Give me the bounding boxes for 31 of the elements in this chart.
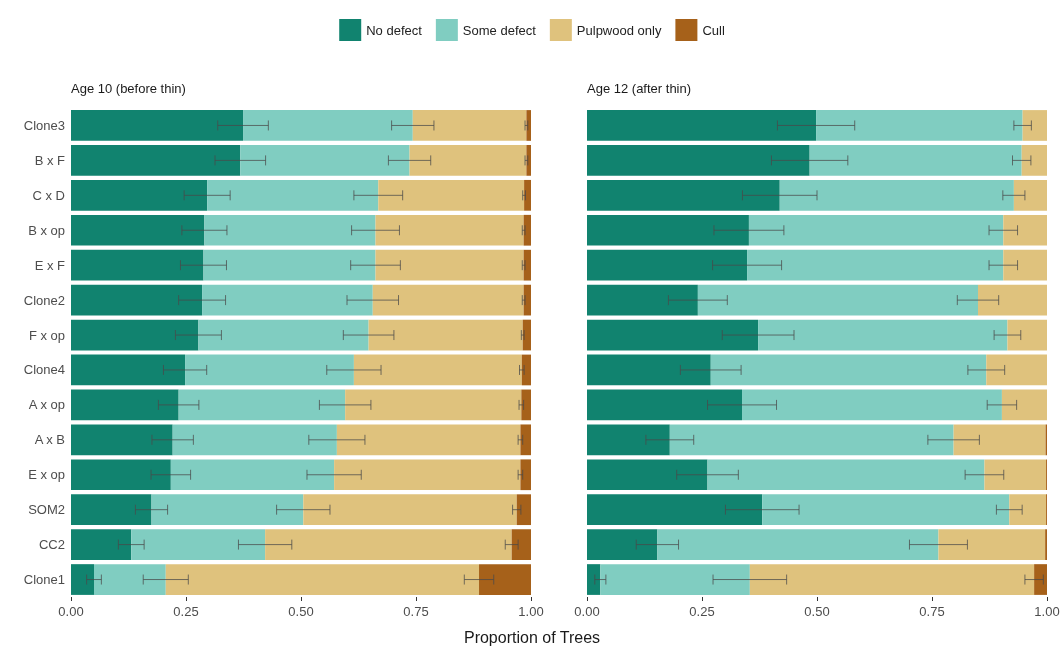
chart-title: Age 12 (after thin) [587, 81, 692, 96]
y-tick-label: Clone4 [23, 362, 65, 378]
x-tick-label: 1.00 [1034, 604, 1060, 619]
legend-label: Pulpwood only [576, 22, 662, 38]
y-tick-label: B x F [34, 152, 66, 168]
x-tick-label: 0.50 [288, 604, 314, 619]
legend-label: No defect [366, 22, 423, 38]
y-tick-label: E x op [28, 467, 65, 483]
y-tick-label: A x B [34, 432, 65, 448]
x-tick-label: 0.00 [574, 604, 600, 619]
y-tick-label: SOM2 [28, 502, 65, 518]
x-axis-title: Proportion of Trees [463, 628, 601, 646]
legend-label: Cull [702, 22, 725, 38]
y-tick-label: B x op [28, 222, 65, 238]
y-tick-label: CC2 [38, 537, 65, 553]
legend-label: Some defect [462, 22, 537, 38]
y-tick-label: F x op [28, 327, 65, 343]
y-tick-label: Clone3 [23, 117, 65, 133]
chart-title: Age 10 (before thin) [71, 81, 186, 96]
x-tick-label: 0.25 [173, 604, 199, 619]
x-tick-label: 0.75 [403, 604, 429, 619]
x-tick-label: 0.25 [689, 604, 715, 619]
y-tick-label: Clone1 [23, 572, 65, 588]
x-tick-label: 0.75 [919, 604, 945, 619]
y-tick-label: Clone2 [23, 292, 65, 308]
y-tick-label: E x F [34, 257, 66, 273]
y-tick-label: A x op [28, 397, 65, 413]
x-tick-label: 0.00 [58, 604, 84, 619]
y-tick-label: C x D [32, 187, 65, 203]
x-tick-label: 0.50 [804, 604, 830, 619]
x-tick-label: 1.00 [518, 604, 544, 619]
